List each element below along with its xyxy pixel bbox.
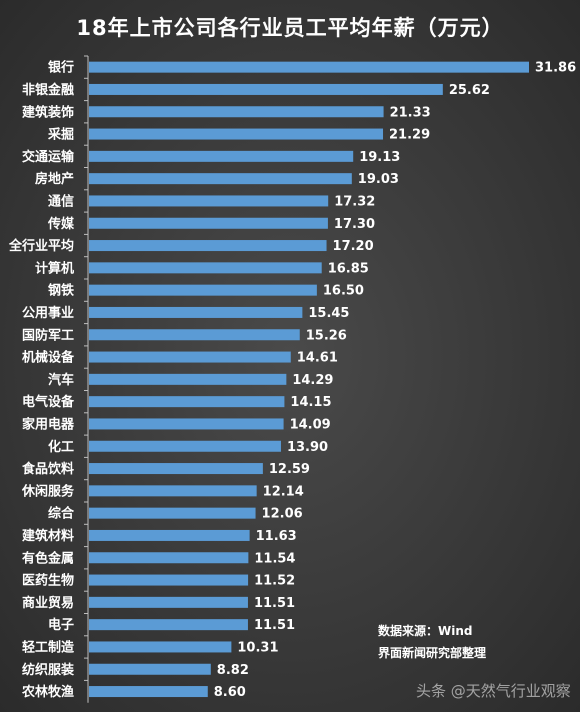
- bar: [89, 396, 285, 408]
- value-label: 11.51: [254, 596, 295, 611]
- category-label: 银行: [48, 60, 74, 76]
- value-label: 14.29: [292, 373, 333, 388]
- category-label: 化工: [48, 439, 74, 455]
- value-label: 15.45: [308, 306, 349, 321]
- category-label: 计算机: [35, 260, 74, 276]
- value-label: 10.31: [237, 640, 278, 655]
- bar: [89, 619, 248, 631]
- value-label: 8.60: [214, 685, 246, 700]
- bar: [89, 329, 300, 341]
- category-label: 综合: [48, 506, 75, 522]
- value-label: 12.59: [269, 462, 310, 477]
- value-label: 16.85: [328, 261, 369, 276]
- bar: [89, 106, 384, 118]
- category-label: 纺织服装: [22, 662, 74, 678]
- category-label: 家用电器: [22, 416, 75, 432]
- category-label: 有色金属: [22, 550, 74, 566]
- bar: [89, 128, 384, 140]
- category-label: 轻工制造: [22, 639, 75, 655]
- bar: [89, 552, 249, 564]
- value-label: 17.30: [334, 217, 375, 232]
- value-label: 31.86: [535, 61, 576, 76]
- category-label: 农林牧渔: [21, 684, 74, 700]
- source-credit-line: 界面新闻研究部整理: [378, 646, 487, 660]
- bar: [89, 596, 248, 608]
- value-label: 21.29: [389, 128, 430, 143]
- category-label: 电子: [48, 617, 74, 633]
- bar: [89, 262, 322, 274]
- category-label: 交通运输: [22, 149, 75, 165]
- chart-title: 18年上市公司各行业员工平均年薪（万元）: [76, 16, 504, 40]
- category-label: 房地产: [35, 171, 74, 187]
- bar: [89, 485, 257, 497]
- data-source-note: 数据来源：Wind 界面新闻研究部整理: [378, 620, 486, 664]
- value-label: 8.82: [217, 663, 249, 678]
- value-label: 11.51: [254, 618, 295, 633]
- value-label: 21.33: [390, 105, 431, 120]
- category-label: 建筑材料: [22, 528, 74, 544]
- category-label: 传媒: [47, 216, 75, 232]
- value-label: 14.61: [297, 351, 338, 366]
- bar: [89, 195, 329, 207]
- bar: [89, 83, 443, 95]
- source-line: 数据来源：Wind: [378, 624, 473, 638]
- category-label: 机械设备: [22, 350, 75, 366]
- bar: [89, 173, 352, 185]
- category-label: 商业贸易: [22, 595, 74, 611]
- value-label: 12.14: [263, 484, 304, 499]
- value-label: 16.50: [323, 284, 364, 299]
- value-label: 11.63: [256, 529, 297, 544]
- category-label: 采掘: [47, 127, 74, 143]
- category-label: 医药生物: [22, 573, 74, 589]
- category-label: 电气设备: [22, 394, 75, 410]
- bar: [89, 463, 263, 475]
- bar: [89, 641, 232, 653]
- category-label: 非银金融: [22, 82, 74, 98]
- bar: [89, 150, 354, 162]
- bar: [89, 507, 256, 519]
- bar: [89, 440, 281, 452]
- value-label: 11.52: [254, 574, 295, 589]
- category-label: 钢铁: [48, 283, 74, 299]
- value-label: 14.09: [290, 417, 331, 432]
- bar: [89, 574, 249, 586]
- value-label: 17.20: [333, 239, 374, 254]
- bar: [89, 61, 529, 73]
- bar: [89, 529, 250, 541]
- bar: [89, 240, 327, 252]
- category-label: 公用事业: [22, 305, 74, 321]
- bar: [89, 306, 303, 318]
- value-label: 17.32: [334, 194, 375, 209]
- bar: [89, 284, 317, 296]
- category-label: 国防军工: [22, 327, 74, 343]
- value-label: 19.13: [359, 150, 400, 165]
- value-label: 19.03: [358, 172, 399, 187]
- category-label: 全行业平均: [8, 238, 74, 254]
- bar: [89, 217, 328, 229]
- category-label: 食品饮料: [22, 461, 74, 477]
- category-label: 汽车: [48, 372, 74, 388]
- bar: [89, 351, 291, 363]
- value-label: 14.15: [290, 395, 331, 410]
- category-label: 建筑装饰: [22, 104, 74, 120]
- bar: [89, 663, 211, 675]
- watermark-text: 头条 @天然气行业观察: [416, 682, 571, 700]
- category-label: 通信: [48, 193, 74, 209]
- category-label: 休闲服务: [21, 483, 75, 499]
- value-label: 25.62: [449, 83, 490, 98]
- value-label: 15.26: [306, 328, 347, 343]
- bar: [89, 418, 284, 430]
- value-label: 12.06: [262, 507, 303, 522]
- bar: [89, 686, 208, 698]
- value-label: 13.90: [287, 440, 328, 455]
- value-label: 11.54: [254, 551, 295, 566]
- bar: [89, 373, 287, 385]
